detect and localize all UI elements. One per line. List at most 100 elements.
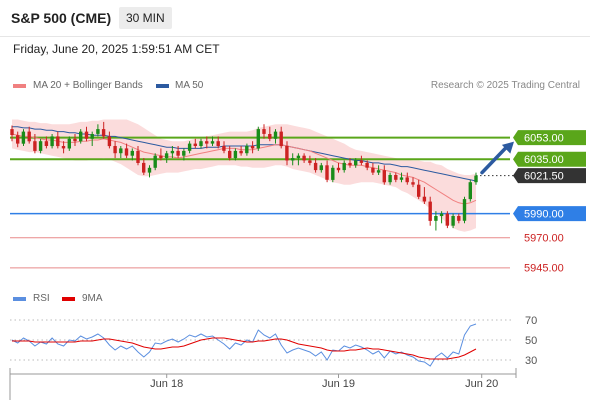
candle-body [250, 146, 255, 149]
candle-body [50, 136, 54, 147]
candle-body [56, 136, 60, 147]
candle-body [474, 175, 478, 183]
candle-body [279, 131, 283, 147]
candle-body [268, 134, 272, 139]
candle-body [44, 141, 49, 146]
candle-body [205, 141, 209, 144]
candle-body [79, 131, 83, 142]
rsi-legend-label: RSI [33, 293, 50, 304]
time-tick-label: Jun 19 [322, 378, 355, 390]
rsi-9ma-line [12, 337, 477, 360]
candle-body [405, 177, 409, 183]
ma50-legend-swatch [156, 84, 169, 88]
candle-body [376, 170, 381, 173]
candle-body [164, 153, 169, 159]
candle-body [90, 134, 94, 139]
candle-body [61, 146, 66, 149]
ma50-line [12, 126, 477, 182]
price-level-labels: 6053.00 6035.00 6021.50 5990.00 5970.00 5945.… [513, 130, 586, 275]
forecast-arrow [480, 141, 514, 175]
time-tick-label: Jun 20 [465, 378, 498, 390]
candle-body [439, 213, 444, 216]
current-level-label: 6021.50 [524, 170, 564, 182]
header-bar: S&P 500 (CME) 30 MIN [0, 0, 590, 37]
candle-body [147, 167, 152, 173]
ma20-legend-label: MA 20 + Bollinger Bands [33, 80, 143, 91]
candle-body [153, 155, 157, 168]
candle-body [428, 201, 432, 221]
candle-body [434, 216, 438, 221]
ma20-line [11, 133, 477, 205]
candle-body [371, 167, 375, 173]
candle-body [382, 170, 386, 183]
instrument-title: S&P 500 (CME) [11, 10, 112, 26]
candle-body [273, 131, 278, 139]
candle-body [336, 167, 341, 171]
candle-body [245, 146, 249, 154]
candle-body [38, 141, 43, 151]
candle-body [262, 129, 266, 134]
current-label-tag [513, 168, 586, 184]
candle-body [119, 148, 123, 154]
candle-body [187, 143, 192, 151]
candle-body [445, 213, 449, 226]
rsi-tick-label: 30 [525, 355, 537, 367]
candle-body [291, 158, 295, 161]
moving-average-lines [11, 126, 477, 205]
bollinger-band [12, 119, 476, 232]
forecast-arrow-head [501, 141, 514, 154]
resistance-label-tag [513, 151, 586, 167]
9ma-legend-label: 9MA [82, 293, 103, 304]
candle-body [354, 160, 358, 166]
candle-body [331, 167, 335, 180]
candle-body [319, 165, 323, 171]
rsi-legend-swatch [13, 297, 26, 301]
candle-body [399, 177, 404, 180]
candle-body [348, 162, 352, 166]
candle-body [296, 155, 301, 159]
candle-body [256, 129, 260, 149]
candle-body [73, 138, 77, 142]
candle-body [21, 131, 26, 144]
candle-body [107, 136, 112, 147]
candle-body [417, 184, 421, 197]
candle-body [457, 216, 461, 221]
time-tick-label: Jun 18 [150, 378, 183, 390]
candle-body [302, 155, 306, 161]
candle-body [462, 199, 467, 221]
candle-body [216, 141, 220, 146]
candle-body [210, 141, 215, 144]
candle-body [16, 135, 20, 144]
candle-body [176, 150, 180, 156]
9ma-legend-swatch [62, 297, 75, 301]
ma20-legend-swatch [13, 84, 26, 88]
candle-body [365, 162, 369, 168]
candle-body [233, 150, 238, 159]
timeframe-selector[interactable]: 30 MIN [119, 7, 172, 29]
candle-body [193, 143, 197, 146]
candle-body [142, 162, 146, 173]
rsi-panel: 70 50 30 [10, 315, 537, 367]
candle-body [199, 141, 203, 146]
candle-body [239, 150, 243, 154]
candle-body [313, 162, 318, 171]
support-level-label: 5945.00 [524, 263, 564, 275]
research-credit: Research © 2025 Trading Central [430, 80, 580, 91]
candle-body [388, 175, 392, 183]
candle-body [96, 129, 100, 134]
candle-body [422, 196, 427, 202]
candle-body [394, 175, 398, 180]
candle-body [170, 150, 175, 154]
resistance-level-label: 6035.00 [524, 154, 564, 166]
rsi-tick-label: 50 [525, 335, 537, 347]
resistance-level-label: 6053.00 [524, 132, 564, 144]
candle-body [468, 182, 472, 200]
candle-body [84, 131, 89, 139]
candle-body [33, 141, 37, 151]
candle-body [67, 138, 71, 149]
candle-body [325, 165, 329, 180]
support-level-label: 5970.00 [524, 233, 564, 245]
candle-body [136, 150, 140, 163]
resistance-label-tag [513, 130, 586, 146]
